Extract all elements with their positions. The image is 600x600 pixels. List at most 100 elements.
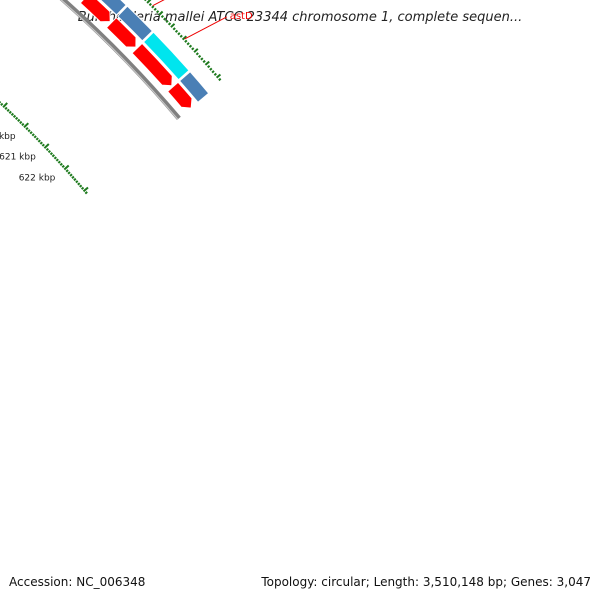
scale-tick (53, 156, 57, 160)
scale-label: 622 kbp (19, 174, 56, 184)
outer-tick (200, 57, 204, 61)
scale-tick (21, 122, 25, 127)
genes-label: Genes: (510, 575, 553, 589)
scale-tick (12, 114, 17, 119)
scale-tick (59, 162, 63, 166)
gene-block[interactable] (178, 70, 210, 104)
length-label: Length: (373, 575, 420, 589)
gene-block-astD[interactable] (142, 31, 190, 81)
gene-block-BMA0592[interactable] (91, 0, 127, 16)
scale-ticks-layer: 615 kbp616 kbp617 kbp618 kbp619 kbp620 k… (0, 0, 222, 195)
scale-tick (19, 120, 23, 125)
outer-tick (215, 73, 222, 79)
scale-tick (79, 184, 83, 188)
scale-tick (4, 106, 8, 110)
outer-tick (144, 0, 147, 2)
outer-tick (213, 72, 217, 76)
scale-tick (29, 131, 33, 135)
outer-tick (170, 23, 176, 28)
scale-tick (2, 102, 8, 108)
outer-tick (179, 34, 183, 38)
scale-tick (10, 112, 15, 117)
scale-tick (27, 129, 31, 133)
outer-tick (177, 32, 181, 36)
backbone-highlight (60, 0, 179, 120)
outer-tick (202, 59, 206, 64)
outer-tick (148, 2, 152, 7)
outer-tick (146, 0, 152, 4)
scale-tick (63, 164, 70, 171)
scale-tick (8, 110, 12, 114)
accession-value: NC_006348 (76, 575, 146, 589)
scale-tick (67, 171, 71, 175)
outer-tick (172, 27, 176, 31)
label-leader-line (152, 0, 165, 7)
outer-tick (153, 7, 157, 11)
gene-label-astD[interactable]: astD (230, 11, 253, 22)
scale-tick (35, 137, 39, 141)
outer-tick (188, 44, 193, 48)
scale-label: 620 kbp (0, 132, 16, 142)
backbone-layer (59, 0, 181, 121)
length-value: 3,510,148 bp (422, 575, 503, 589)
scale-tick (49, 152, 53, 156)
cds-track-layer (79, 0, 193, 109)
outer-tick (163, 17, 167, 21)
scale-tick (31, 133, 35, 137)
outer-tick (204, 60, 210, 66)
outer-tick (165, 19, 169, 24)
scale-tick (23, 122, 29, 129)
gene-labels-layer: BMA0590argDBMA0592BMA0593astD (152, 0, 253, 40)
outer-tick (181, 35, 187, 41)
scale-tick (82, 186, 89, 193)
cds-arrow[interactable] (166, 81, 193, 109)
outer-tick (198, 54, 202, 58)
scale-tick (45, 147, 49, 152)
cds-arrow[interactable] (79, 0, 111, 23)
scale-tick (73, 177, 77, 182)
outer-tick (186, 42, 190, 46)
scale-tick (6, 108, 10, 112)
outer-tick (158, 10, 164, 16)
outer-tick (155, 10, 160, 14)
outer-tick (174, 29, 179, 33)
topology-value: circular (321, 575, 366, 589)
scale-tick (25, 126, 29, 131)
accession-label: Accession: (9, 575, 73, 589)
label-leader-line (184, 16, 227, 40)
map-title: Burkholderia mallei ATCC 23344 chromosom… (77, 10, 523, 25)
cds-arrow[interactable] (105, 16, 137, 48)
topology-info: Topology: circular; Length: 3,510,148 bp… (261, 575, 591, 589)
accession-info: Accession: NC_006348 (9, 575, 145, 589)
scale-tick (43, 143, 50, 149)
scale-tick (75, 180, 79, 184)
outer-tick (195, 52, 199, 56)
outer-tick (211, 70, 215, 74)
outer-tick (209, 67, 213, 71)
scale-tick (71, 175, 75, 179)
scale-tick (47, 149, 51, 154)
scale-tick (65, 169, 69, 173)
scale-label: 621 kbp (0, 153, 36, 163)
scale-tick (41, 143, 45, 147)
scale-tick (69, 173, 73, 177)
scale-tick (0, 102, 4, 106)
genes-value: 3,047 (556, 575, 591, 589)
gene-block-BMA0593[interactable] (116, 5, 154, 42)
scale-tick (14, 116, 19, 121)
outer-tick (218, 77, 222, 82)
scale-tick (17, 118, 21, 123)
outer-tick (160, 14, 164, 19)
scale-tick (33, 135, 37, 139)
scale-tick (51, 154, 55, 158)
scale-tick (80, 186, 85, 190)
backbone-line (59, 0, 181, 121)
scale-tick (84, 191, 88, 195)
topology-label: Topology: (261, 575, 318, 589)
gene-track-layer (91, 0, 210, 104)
outer-tick (193, 48, 199, 53)
cds-arrow[interactable] (131, 42, 173, 87)
scale-tick (55, 158, 59, 162)
outer-tick (184, 39, 188, 43)
